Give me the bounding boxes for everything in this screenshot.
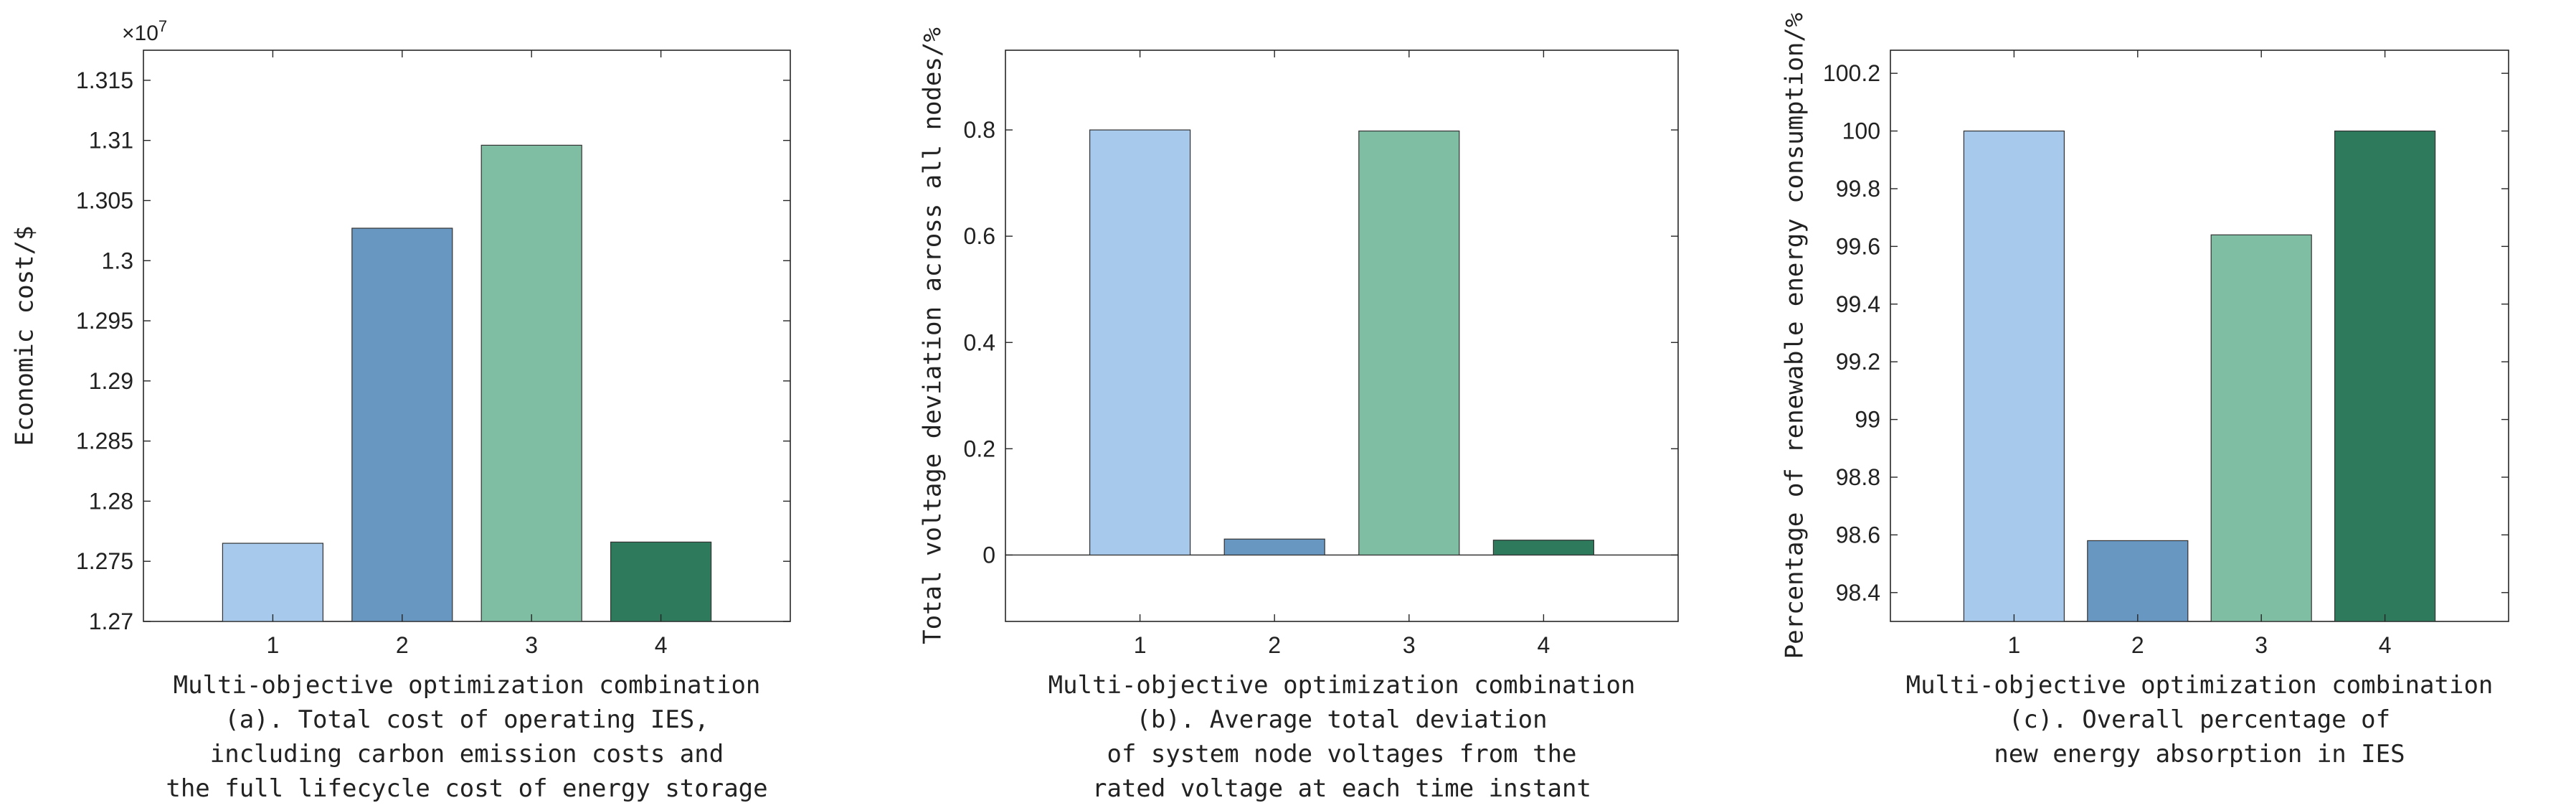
y-tick-label: 1.31: [89, 128, 133, 154]
bar-3: [2210, 234, 2312, 622]
x-tick-label: 2: [1268, 632, 1281, 658]
y-tick-label: 0: [982, 542, 995, 568]
y-tick-label: 98.4: [1836, 580, 1880, 606]
caption-line: new energy absorption in IES: [1994, 740, 2405, 769]
bar-1: [1963, 130, 2065, 622]
x-tick-label: 3: [2255, 632, 2268, 658]
plot-frame: [1005, 50, 1679, 622]
y-tick-label: 0.4: [964, 329, 995, 355]
x-axis-label: Multi-objective optimization combination: [1906, 671, 2494, 700]
y-tick-label: 0.8: [964, 117, 995, 143]
y-tick-label: 100.2: [1823, 60, 1880, 86]
bar-1: [1089, 129, 1191, 556]
y-tick-label: 1.27: [89, 609, 133, 634]
x-tick-label: 2: [396, 632, 409, 658]
caption-line: including carbon emission costs and: [210, 740, 724, 769]
bar-2: [351, 227, 453, 622]
bar-4: [1492, 540, 1594, 556]
plot-frame: [143, 50, 791, 622]
x-tick-label: 3: [525, 632, 538, 658]
x-tick-label: 1: [2008, 632, 2021, 658]
x-axis-label: Multi-objective optimization combination: [174, 671, 761, 700]
y-tick-label: 0.2: [964, 436, 995, 461]
chart-panel-a: 1.27 1.275 1.28 1.285 1.29 1.295 1.3 1.305 1.31 1…: [11, 17, 791, 803]
x-tick-label: 4: [655, 632, 668, 658]
y-tick-label: 98.8: [1836, 464, 1880, 490]
plot-frame: [1890, 50, 2509, 622]
x-tick-label: 2: [2131, 632, 2144, 658]
y-tick-label: 1.3: [102, 248, 133, 273]
bar-1: [222, 542, 323, 622]
caption-line: (c). Overall percentage of: [2009, 705, 2390, 734]
bar-3: [480, 144, 582, 622]
bar-4: [2334, 130, 2436, 622]
x-tick-label: 4: [2379, 632, 2392, 658]
caption-line: of system node voltages from the: [1107, 740, 1576, 769]
caption-line: (a). Total cost of operating IES,: [224, 705, 709, 734]
y-tick-label: 1.29: [89, 368, 133, 394]
chart-panel-b: 0 0.2 0.4 0.6 0.8 1 2 3 4 Total voltage deviation…: [919, 27, 1679, 803]
caption-line: rated voltage at each time instant: [1092, 774, 1591, 803]
x-tick-label: 1: [1134, 632, 1147, 658]
y-tick-label: 100: [1842, 118, 1880, 144]
y-tick-label: 99: [1855, 407, 1880, 433]
y-tick-label: 1.305: [76, 187, 133, 213]
y-tick-label: 1.285: [76, 428, 133, 454]
y-tick-label: 99.4: [1836, 291, 1880, 317]
x-axis-label: Multi-objective optimization combination: [1048, 671, 1636, 700]
bar-3: [1358, 130, 1460, 556]
y-axis-label: Percentage of renewable energy consumpti…: [1781, 13, 1809, 659]
bar-4: [610, 541, 712, 622]
y-axis-label: Total voltage deviation across all nodes…: [919, 27, 947, 644]
y-tick-label: 99.6: [1836, 233, 1880, 259]
x-tick-label: 3: [1403, 632, 1416, 658]
y-tick-label: 1.295: [76, 308, 133, 334]
y-axis-label: Economic cost/$: [11, 225, 39, 446]
y-tick-label: 99.8: [1836, 176, 1880, 202]
chart-panel-c: 98.4 98.6 98.8 99 99.2 99.4 99.6 99.8 100 100.2 1 2…: [1781, 13, 2509, 769]
y-tick-label: 99.2: [1836, 349, 1880, 375]
y-tick-label: 98.6: [1836, 522, 1880, 548]
x-tick-label: 1: [267, 632, 280, 658]
caption-line: the full lifecycle cost of energy storag…: [166, 774, 767, 803]
y-tick-label: 0.6: [964, 223, 995, 249]
caption-line: (b). Average total deviation: [1136, 705, 1547, 734]
bar-2: [2087, 540, 2189, 622]
exponent-label: ×107: [122, 17, 167, 45]
y-tick-label: 1.275: [76, 548, 133, 574]
bar-2: [1223, 538, 1325, 556]
y-tick-label: 1.28: [89, 488, 133, 514]
y-tick-label: 1.315: [76, 67, 133, 93]
x-tick-label: 4: [1538, 632, 1550, 658]
